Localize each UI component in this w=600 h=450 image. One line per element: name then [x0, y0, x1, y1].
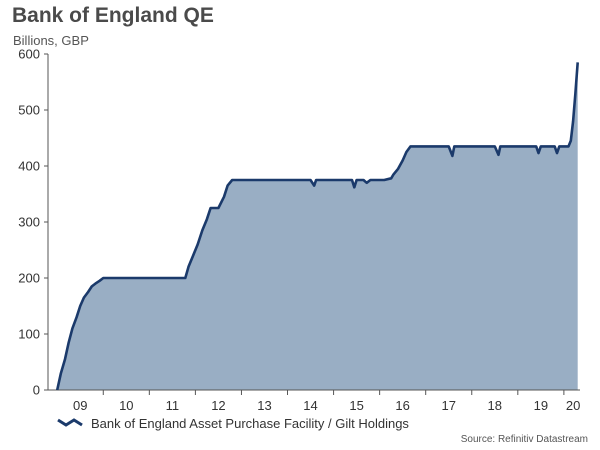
x-tick-label: 17	[441, 398, 455, 413]
y-tick-label: 0	[33, 383, 40, 398]
x-tick-label: 13	[257, 398, 271, 413]
legend-label: Bank of England Asset Purchase Facility …	[91, 416, 409, 431]
y-tick-label: 500	[18, 103, 40, 118]
chart-subtitle: Billions, GBP	[13, 33, 89, 48]
series-area	[57, 62, 578, 391]
x-tick-label: 16	[395, 398, 409, 413]
x-tick-label: 14	[303, 398, 317, 413]
x-tick-label: 18	[488, 398, 502, 413]
x-tick-label: 20	[566, 398, 580, 413]
legend-swatch	[57, 418, 83, 427]
y-tick-label: 400	[18, 159, 40, 174]
y-tick-label: 600	[18, 47, 40, 62]
x-tick-label: 15	[349, 398, 363, 413]
x-tick-label: 12	[211, 398, 225, 413]
x-tick-label: 11	[166, 398, 180, 413]
series-line	[55, 62, 579, 391]
y-tick-label: 200	[18, 271, 40, 286]
y-tick-label: 300	[18, 215, 40, 230]
source-note: Source: Refinitiv Datastream	[460, 434, 588, 445]
x-tick-label: 19	[534, 398, 548, 413]
x-tick-label: 10	[119, 398, 133, 413]
y-tick-label: 100	[18, 327, 40, 342]
x-tick-label: 09	[73, 398, 87, 413]
chart-title: Bank of England QE	[12, 4, 214, 27]
